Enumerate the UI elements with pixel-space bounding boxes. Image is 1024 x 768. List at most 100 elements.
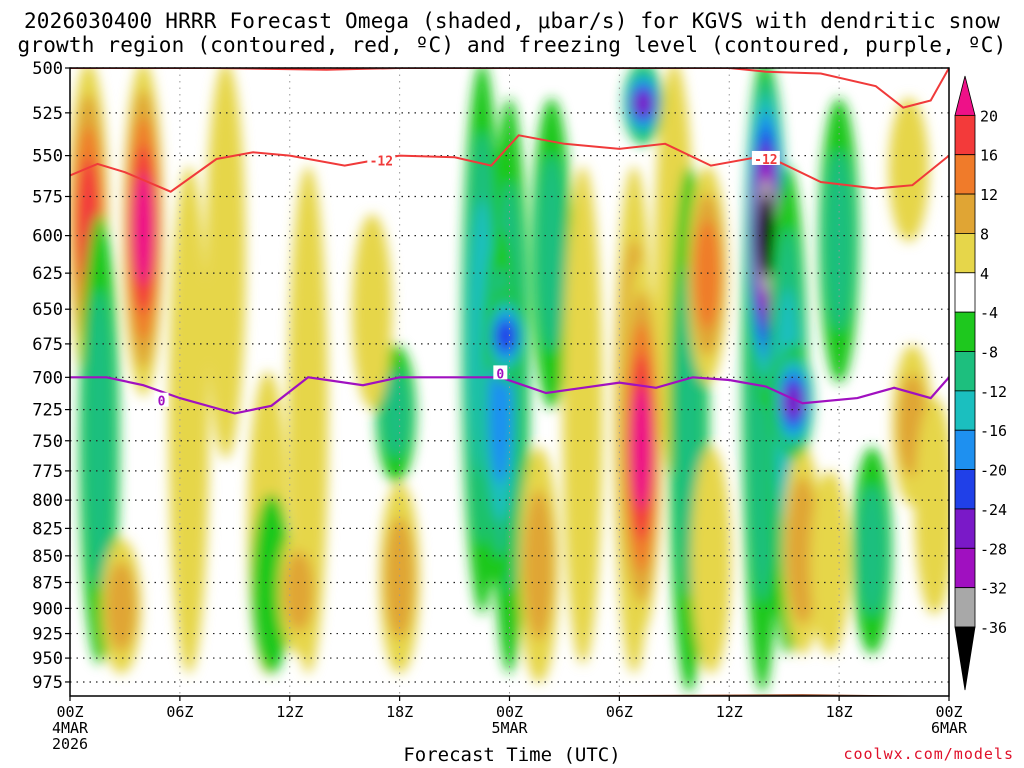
y-tick-label-925: 925	[32, 625, 63, 645]
omega-blob-32-1	[824, 149, 855, 332]
omega-blob-30-1	[786, 476, 819, 625]
omega-blob-10-1	[381, 369, 411, 458]
omega-blob-9-1	[284, 550, 314, 632]
y-tick-label-750: 750	[32, 432, 63, 452]
dgz-label-bg-1	[751, 150, 780, 165]
dgz-label-1: -12	[754, 153, 777, 168]
omega-blob-19-0	[562, 166, 603, 665]
omega-blob-3-1	[105, 561, 137, 652]
dgz-contour-line-b	[70, 68, 949, 109]
x-tick-label-30: 06Z	[606, 703, 633, 721]
x-tick-label-0: 00Z	[56, 703, 83, 721]
x-tick-label-36: 12Z	[716, 703, 743, 721]
x-year-label-0: 2026	[52, 735, 88, 753]
fl-label-bg-0	[154, 392, 169, 407]
freezing-level-line	[70, 376, 949, 415]
colorbar-bin-10	[954, 469, 976, 510]
y-tick-label-550: 550	[32, 147, 63, 167]
omega-blob-5-0	[205, 68, 246, 459]
y-tick-label-600: 600	[32, 227, 63, 247]
dgz-contour-line-a	[70, 134, 949, 193]
colorbar-bin-9	[954, 429, 976, 470]
omega-blob-37-0	[914, 397, 949, 615]
fl-label-bg-1	[493, 365, 508, 380]
contour-labels: -12 -12 0 0	[154, 150, 780, 410]
omega-blob-12-0	[352, 214, 393, 410]
colorbar-label-2: 12	[980, 186, 998, 204]
y-tick-label-575: 575	[32, 187, 63, 207]
colorbar-label-6: -8	[980, 344, 998, 362]
colorbar-bin-8	[954, 390, 976, 431]
y-tick-label-850: 850	[32, 547, 63, 567]
x-date-label-24: 5MAR	[491, 719, 528, 737]
omega-blob-33-0	[809, 470, 850, 655]
colorbar-bin-1	[954, 114, 976, 156]
colorbar-bin-2	[954, 154, 976, 195]
y-tick-label-725: 725	[32, 401, 63, 421]
omega-blob-25-2	[694, 220, 721, 330]
x-date-label-0: 4MAR	[52, 719, 89, 737]
x-tick-label-42: 18Z	[826, 703, 853, 721]
colorbar-label-11: -28	[980, 540, 1007, 558]
omega-blob-22-5	[633, 91, 654, 116]
omega-blob-1-1	[84, 289, 115, 590]
y-tick-label-650: 650	[32, 300, 63, 320]
y-axis-ticks: 500 525 550 575 600 625 650 675 700 725 750 775 800 8…	[32, 59, 70, 693]
x-axis-label: Forecast Time (UTC)	[403, 744, 621, 766]
x-tick-label-48: 00Z	[935, 703, 962, 721]
colorbar-label-1: 16	[980, 147, 998, 165]
colorbar-label-3: 8	[980, 225, 989, 243]
omega-blob-4-0	[169, 166, 210, 674]
dgz-label-bg-0	[367, 152, 396, 167]
colorbar-bin-11	[954, 508, 976, 549]
credit-text: coolwx.com/models	[843, 745, 1014, 763]
omega-blob-18-1	[536, 154, 567, 353]
omega-blob-7-0	[251, 494, 292, 674]
x-tick-label-6: 06Z	[166, 703, 193, 721]
omega-blob-17-1	[523, 489, 554, 641]
y-tick-label-875: 875	[32, 573, 63, 593]
y-tick-label-500: 500	[32, 59, 63, 79]
y-tick-label-825: 825	[32, 519, 63, 539]
colorbar-label-5: -4	[980, 304, 998, 322]
y-tick-label-800: 800	[32, 491, 63, 511]
fl-label-1: 0	[496, 367, 504, 382]
x-tick-label-18: 18Z	[386, 703, 413, 721]
colorbar-bin-3	[954, 193, 976, 234]
colorbar-bin-6	[954, 311, 976, 352]
chart-title-line-2: growth region (contoured, red, ºC) and f…	[17, 33, 1007, 57]
colorbar-label-4: 4	[980, 265, 989, 283]
colorbar-bin-7	[954, 351, 976, 392]
contour-lines	[70, 68, 949, 415]
omega-blob-34-1	[857, 484, 887, 617]
colorbar-label-9: -20	[980, 462, 1007, 480]
omega-blob-2-4	[132, 173, 154, 285]
omega-blob-26-0	[690, 446, 731, 674]
x-tick-label-12: 12Z	[276, 703, 303, 721]
omega-blob-21-4	[630, 384, 653, 510]
y-tick-label-700: 700	[32, 368, 63, 388]
colorbar-label-8: -16	[980, 422, 1007, 440]
y-tick-label-775: 775	[32, 462, 63, 482]
dgz-label-0: -12	[370, 155, 393, 170]
colorbar-label-10: -24	[980, 501, 1007, 519]
colorbar-bin-13	[954, 587, 976, 628]
x-date-label-48: 6MAR	[931, 719, 968, 737]
colorbar-label-7: -12	[980, 383, 1007, 401]
colorbar-bin-12	[954, 547, 976, 589]
omega-blob-16-4	[495, 320, 517, 352]
colorbar-label-13: -36	[980, 619, 1007, 637]
fl-label-0: 0	[158, 395, 166, 410]
colorbar-label-0: 20	[980, 107, 998, 125]
y-tick-label-625: 625	[32, 264, 63, 284]
colorbar-bin-5	[954, 272, 976, 313]
colorbar-label-12: -32	[980, 580, 1007, 598]
omega-blob-36-0	[888, 98, 929, 242]
colorbar-bin-4	[954, 233, 976, 274]
y-tick-label-975: 975	[32, 673, 63, 693]
colorbar: 20 16 12 8 4 -4 -8 -12 -16 -20 -24 -28 -32 -36	[954, 75, 1007, 691]
omega-blob-11-1	[384, 517, 415, 639]
y-tick-label-525: 525	[32, 104, 63, 124]
